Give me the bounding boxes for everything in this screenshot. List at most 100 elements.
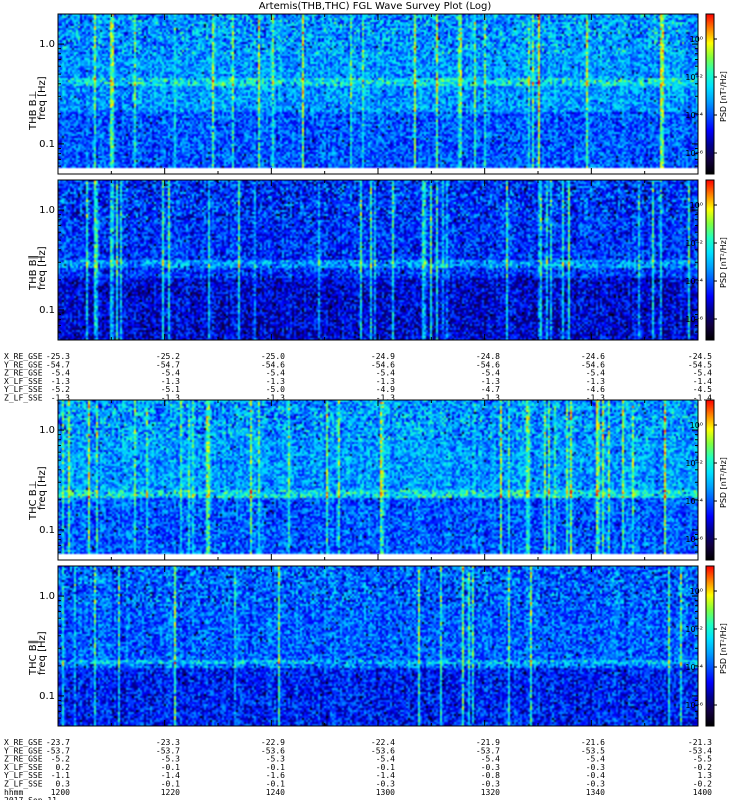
spectrogram-thb-bpar <box>58 180 698 340</box>
colorbar-tick-label: 10⁰ <box>690 35 703 44</box>
orbit-value: -4.5 <box>693 385 712 394</box>
orbit-value: -22.9 <box>261 738 285 747</box>
colorbars: 10⁰ 10⁻² 10⁻⁴ 10⁻⁶ PSD [nT²/Hz] 10⁰ 10⁻² 10⁻⁴ 10… <box>685 13 728 727</box>
plot-title: Artemis(THB,THC) FGL Wave Survey Plot (L… <box>258 1 492 12</box>
orbit-value: -24.6 <box>581 352 605 361</box>
orbit-value: -53.6 <box>261 746 285 755</box>
orbit-value: -54.6 <box>261 360 285 369</box>
y-tick-label: 1.0 <box>39 591 55 602</box>
orbit-value: -0.2 <box>693 780 712 789</box>
orbit-value: -25.0 <box>261 352 285 361</box>
y-ticks: 1.0 0.1 <box>39 179 699 341</box>
orbit-value: -5.4 <box>586 755 605 764</box>
colorbar <box>705 179 715 341</box>
orbit-value: -0.1 <box>161 780 180 789</box>
orbit-value: 1240 <box>266 788 285 797</box>
orbit-value: -21.6 <box>581 738 605 747</box>
colorbar-tick-label: 10⁰ <box>690 201 703 210</box>
orbit-value: -0.8 <box>481 771 500 780</box>
orbit-value: 1300 <box>376 788 395 797</box>
orbit-value: 1.3 <box>698 771 713 780</box>
orbit-value: -1.3 <box>161 394 180 403</box>
colorbar-tick-label: 10⁻⁴ <box>685 277 703 286</box>
orbit-row-label: Y_LF_SSE <box>4 385 43 394</box>
colorbar-tick-label: 10⁻² <box>685 625 703 634</box>
orbit-value: -53.7 <box>46 746 70 755</box>
orbit-value: -5.4 <box>266 369 285 378</box>
orbit-value: 0.3 <box>56 780 71 789</box>
orbit-value: -5.4 <box>693 369 712 378</box>
orbit-value: -4.9 <box>376 385 395 394</box>
y-tick-label: 0.1 <box>39 139 55 150</box>
orbit-value: -4.6 <box>586 385 605 394</box>
y-ticks: 1.0 0.1 <box>39 13 699 175</box>
orbit-row-label: hhmm <box>4 788 23 797</box>
orbit-value: -4.7 <box>481 385 500 394</box>
orbit-row-label: Y_LF_SSE <box>4 771 43 780</box>
orbit-value: -1.6 <box>266 771 285 780</box>
orbit-value: -0.3 <box>586 763 605 772</box>
orbit-value: -5.2 <box>51 385 70 394</box>
orbit-row-label: Z_LF_SSE <box>4 780 43 789</box>
orbit-value: -1.3 <box>266 394 285 403</box>
colorbar-tick-label: 10⁻⁶ <box>685 701 703 710</box>
panel-thb-bpar: 1.0 0.1 THB B∥ freq [Hz] <box>28 179 699 341</box>
orbit-value: -24.8 <box>476 352 500 361</box>
orbit-value: -54.7 <box>156 360 180 369</box>
orbit-value: -1.3 <box>481 394 500 403</box>
orbit-value: 1320 <box>481 788 500 797</box>
orbit-value: -0.3 <box>376 780 395 789</box>
orbit-row-label: Y_RE_GSE <box>4 746 43 755</box>
colorbar <box>705 399 715 561</box>
orbit-value: -5.4 <box>481 369 500 378</box>
y-tick-label: 1.0 <box>39 39 55 50</box>
orbit-value: -0.4 <box>586 771 605 780</box>
y-tick-label: 0.1 <box>39 525 55 536</box>
y-tick-label: 0.1 <box>39 305 55 316</box>
orbit-value: -21.3 <box>688 738 712 747</box>
colorbar-label: PSD [nT²/Hz] <box>719 237 728 288</box>
orbit-value: -0.3 <box>481 780 500 789</box>
orbit-row-label: X_LF_SSE <box>4 763 43 772</box>
orbit-row-label: 2017 Sep 11 <box>4 796 57 800</box>
orbit-value: 1220 <box>161 788 180 797</box>
y-tick-label: 1.0 <box>39 205 55 216</box>
orbit-row-label: X_RE_GSE <box>4 352 43 361</box>
orbit-value: -54.5 <box>688 360 712 369</box>
orbit-row-label: Z_RE_GSE <box>4 369 43 378</box>
orbit-value: -54.7 <box>46 360 70 369</box>
y-axis-label: freq [Hz] <box>37 76 48 120</box>
orbit-value: 1400 <box>693 788 712 797</box>
orbit-value: -23.3 <box>156 738 180 747</box>
colorbar-tick-label: 10⁻⁶ <box>685 149 703 158</box>
orbit-value: -1.3 <box>586 377 605 386</box>
y-axis-label: freq [Hz] <box>37 246 48 290</box>
probe-label: THB B∥ <box>28 254 39 291</box>
orbit-value: 1200 <box>51 788 70 797</box>
panel-thb-bperp: 1.0 0.1 THB B⊥ freq [Hz] <box>28 13 699 175</box>
orbit-value: -1.3 <box>51 377 70 386</box>
orbit-value: -0.1 <box>376 763 395 772</box>
colorbar-label: PSD [nT²/Hz] <box>719 71 728 122</box>
colorbar-tick-label: 10⁰ <box>690 421 703 430</box>
orbit-value: -22.4 <box>371 738 395 747</box>
orbit-value: -0.3 <box>586 780 605 789</box>
colorbar-tick-label: 10⁻⁶ <box>685 315 703 324</box>
orbit-value: -53.5 <box>581 746 605 755</box>
panel-thc-bpar: 1.0 0.1 THC B∥ freq [Hz] <box>28 565 699 727</box>
orbit-value: -5.4 <box>586 369 605 378</box>
colorbar-tick-label: 10⁻⁶ <box>685 535 703 544</box>
panel-thc-bperp: 1.0 0.1 THC B⊥ freq [Hz] <box>28 399 699 561</box>
spectrogram-thc-bperp <box>58 400 698 560</box>
probe-label: THC B∥ <box>28 639 39 676</box>
y-axis-label: freq [Hz] <box>37 631 48 675</box>
colorbar-tick-label: 10⁻² <box>685 459 703 468</box>
orbit-value: -21.9 <box>476 738 500 747</box>
colorbar-tick-label: 10⁻² <box>685 239 703 248</box>
orbit-value: -0.1 <box>266 763 285 772</box>
orbit-value: -53.4 <box>688 746 712 755</box>
colorbar-label: PSD [nT²/Hz] <box>719 457 728 508</box>
thc-orbit-table: X_RE_GSEY_RE_GSEZ_RE_GSEX_LF_SSEY_LF_SSE… <box>4 738 712 800</box>
orbit-row-label: Y_RE_GSE <box>4 360 43 369</box>
